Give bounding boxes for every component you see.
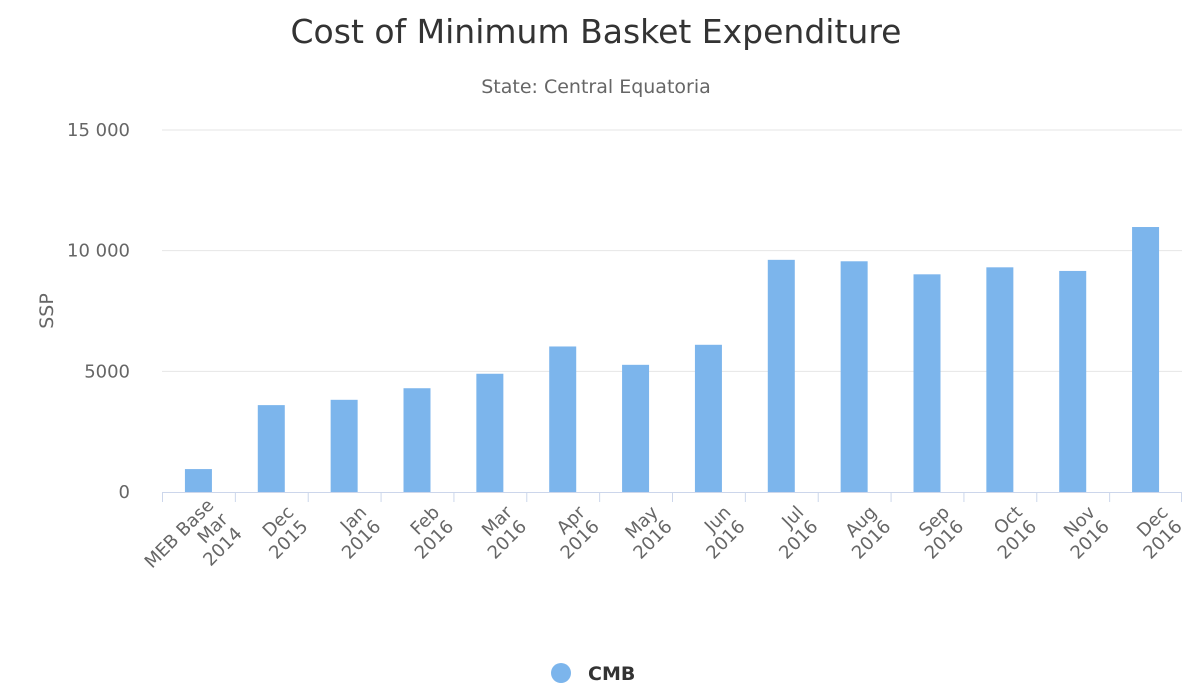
x-tick-label: Jan2016 [324, 502, 385, 563]
y-tick-label: 5000 [84, 361, 130, 382]
x-tick-label: Nov2016 [1052, 502, 1114, 564]
bar[interactable] [184, 469, 212, 492]
bar[interactable] [403, 388, 431, 492]
y-axis-ticks: 0 5000 10 000 15 000 [67, 120, 130, 503]
x-tick-label: Sep2016 [907, 502, 968, 563]
y-tick-label: 15 000 [67, 120, 130, 141]
y-tick-label: 10 000 [67, 241, 130, 262]
legend[interactable]: CMB [551, 663, 635, 685]
x-tick-label: May2016 [615, 502, 677, 564]
bar[interactable] [1132, 227, 1160, 493]
bar[interactable] [913, 274, 941, 492]
bar[interactable] [330, 399, 358, 492]
bar[interactable] [622, 364, 650, 492]
x-tick-label: Feb2016 [397, 502, 458, 563]
legend-series-symbol [551, 663, 571, 683]
x-tick-label: Mar2016 [470, 502, 532, 564]
bar[interactable] [1059, 270, 1087, 492]
y-axis-label: SSP [36, 293, 58, 329]
x-tick-label: Apr2016 [542, 502, 604, 564]
y-tick-label: 0 [119, 482, 130, 503]
chart-title: Cost of Minimum Basket Expenditure [291, 12, 902, 51]
x-tick-label: Aug2016 [834, 502, 895, 563]
bar[interactable] [986, 267, 1014, 492]
grid-lines [162, 129, 1182, 372]
bar-series [184, 227, 1160, 493]
bar[interactable] [767, 259, 795, 492]
x-tick-label: MEB BaseMar2014 [141, 495, 247, 601]
legend-series-label: CMB [588, 663, 635, 685]
x-tick-label: Oct2016 [980, 502, 1041, 563]
bar[interactable] [694, 344, 722, 492]
bar[interactable] [549, 346, 577, 492]
bar[interactable] [257, 405, 285, 492]
chart-subtitle: State: Central Equatoria [481, 76, 711, 98]
bar[interactable] [476, 373, 504, 492]
x-tick-label: Dec2016 [1125, 502, 1186, 563]
bar[interactable] [840, 261, 868, 492]
x-tick-label: Jul2016 [761, 502, 822, 563]
x-tick-label: Dec2015 [251, 502, 312, 563]
x-tick-label: Jun2016 [688, 502, 749, 563]
